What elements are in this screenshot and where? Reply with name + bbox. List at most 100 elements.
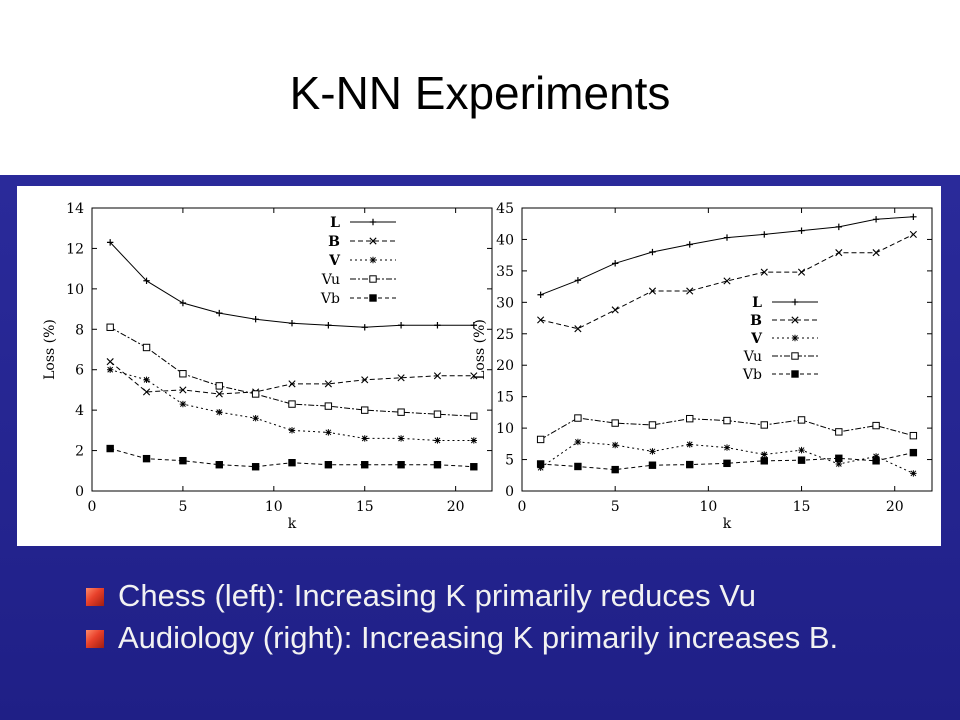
data-point-marker: [288, 459, 296, 467]
data-point-marker: [397, 408, 405, 416]
x-tick-label: 20: [447, 499, 465, 515]
data-point-marker: [361, 324, 368, 331]
x-tick-label: 15: [356, 499, 374, 515]
data-point-marker: [574, 325, 582, 333]
series-l: [106, 239, 478, 331]
data-point-marker: [686, 460, 694, 469]
y-axis-label: Loss (%): [472, 319, 488, 380]
y-tick-label: 8: [75, 322, 84, 338]
x-axis-label: k: [723, 516, 732, 532]
legend-label: B: [750, 313, 762, 329]
data-point-marker: [252, 415, 259, 422]
plot-frame: [91, 207, 493, 492]
chart-2: 0 5 10 15 20 25 30 35 40 45 0 5 10 15 20 k Loss (%) LBV Vu…: [472, 201, 933, 532]
series-vu: [536, 414, 918, 444]
data-point-marker: [179, 386, 187, 394]
series-line: [109, 242, 474, 328]
data-point-marker: [216, 309, 223, 317]
data-point-marker: [324, 402, 333, 410]
data-point-marker: [910, 470, 917, 477]
data-point-marker: [649, 248, 656, 256]
legend-marker: [369, 275, 377, 283]
x-tick-label: 0: [518, 499, 527, 515]
data-point-marker: [470, 463, 478, 471]
y-tick-label: 0: [75, 484, 84, 500]
data-point-marker: [324, 380, 332, 388]
data-point-marker: [288, 320, 296, 327]
data-point-marker: [798, 446, 805, 454]
data-point-marker: [143, 376, 150, 384]
series-vb: [536, 448, 918, 474]
data-point-marker: [761, 231, 768, 238]
data-point-marker: [361, 376, 369, 384]
data-point-marker: [325, 322, 332, 329]
y-tick-label: 35: [496, 264, 514, 280]
data-point-marker: [648, 421, 657, 429]
data-point-marker: [179, 456, 187, 465]
data-point-marker: [872, 216, 880, 223]
data-point-marker: [797, 456, 806, 464]
data-point-marker: [686, 414, 694, 423]
y-tick-label: 4: [75, 403, 84, 419]
data-point-marker: [723, 277, 731, 285]
data-point-marker: [537, 291, 544, 298]
y-tick-label: 30: [496, 295, 514, 311]
data-point-marker: [433, 372, 442, 380]
data-point-marker: [723, 444, 731, 451]
data-point-marker: [288, 380, 296, 388]
x-tick-label: 5: [178, 499, 187, 515]
data-point-marker: [611, 306, 619, 314]
data-point-marker: [215, 390, 223, 398]
legend-label: L: [752, 295, 762, 311]
data-point-marker: [798, 227, 805, 234]
data-point-marker: [536, 435, 545, 444]
data-point-marker: [909, 431, 918, 440]
data-point-marker: [106, 444, 114, 453]
data-point-marker: [835, 460, 843, 468]
data-point-marker: [324, 461, 333, 469]
data-point-marker: [470, 412, 478, 420]
y-tick-label: 15: [496, 390, 514, 406]
bullet-square-icon: [86, 630, 104, 648]
y-tick-label: 10: [496, 421, 514, 437]
data-point-marker: [872, 453, 880, 460]
x-tick-label: 10: [699, 499, 717, 515]
data-point-marker: [574, 438, 582, 446]
data-point-marker: [215, 461, 223, 469]
series-v: [106, 366, 478, 444]
series-line: [109, 326, 474, 417]
data-point-marker: [761, 451, 768, 458]
y-tick-label: 14: [66, 201, 84, 217]
legend-marker: [369, 256, 377, 264]
data-point-marker: [142, 343, 151, 352]
series-line: [540, 452, 914, 471]
data-point-marker: [574, 414, 582, 422]
legend-label: Vu: [321, 272, 340, 288]
data-point-marker: [611, 441, 619, 449]
y-tick-label: 40: [496, 232, 514, 248]
x-tick-label: 10: [265, 499, 283, 515]
data-point-marker: [361, 461, 369, 469]
legend: LBV Vu Vb: [742, 295, 818, 383]
data-point-marker: [251, 390, 260, 398]
data-point-marker: [537, 464, 544, 471]
data-point-marker: [288, 427, 296, 434]
data-point-marker: [470, 372, 478, 380]
data-point-marker: [361, 406, 369, 414]
data-point-marker: [648, 461, 657, 469]
data-point-marker: [537, 316, 545, 324]
y-tick-label: 0: [505, 484, 514, 500]
x-tick-label: 5: [611, 499, 620, 515]
bullet-item-audiology: Audiology (right): Increasing K primaril…: [84, 620, 944, 656]
data-point-marker: [433, 461, 442, 469]
data-point-marker: [872, 249, 880, 257]
y-tick-label: 45: [496, 201, 514, 217]
data-point-marker: [835, 454, 843, 462]
x-tick-label: 15: [793, 499, 811, 515]
data-point-marker: [872, 457, 880, 465]
data-point-marker: [611, 465, 619, 474]
data-point-marker: [797, 416, 806, 424]
series-b: [537, 230, 917, 333]
data-point-marker: [760, 457, 768, 465]
